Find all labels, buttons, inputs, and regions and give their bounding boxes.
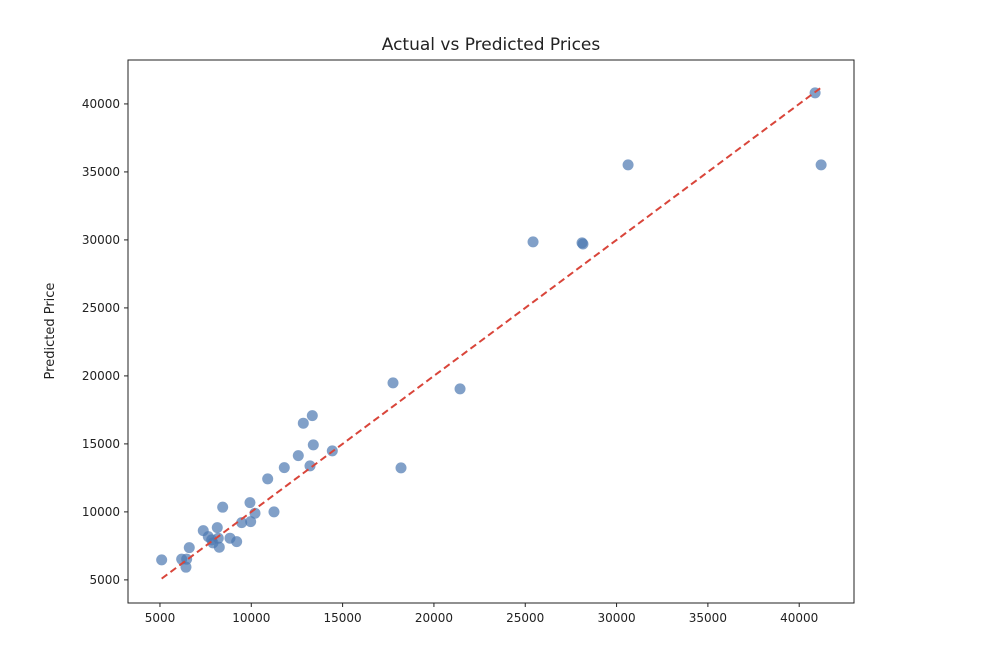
data-point (236, 517, 248, 529)
x-tick-label: 40000 (780, 611, 818, 625)
data-point (304, 460, 316, 472)
x-tick-label: 35000 (689, 611, 727, 625)
reference-line (161, 86, 822, 580)
data-point (278, 462, 290, 474)
data-point (292, 450, 304, 462)
y-tick-label: 20000 (82, 369, 120, 383)
data-point (387, 377, 399, 389)
data-point (268, 506, 280, 518)
data-point (307, 439, 319, 451)
x-tick-label: 5000 (145, 611, 176, 625)
data-point (211, 522, 223, 534)
y-tick-label: 25000 (82, 301, 120, 315)
data-point (622, 159, 634, 171)
data-point (245, 516, 257, 528)
data-point (527, 236, 539, 248)
data-point (244, 497, 256, 509)
x-tick-label: 20000 (415, 611, 453, 625)
y-tick-label: 15000 (82, 437, 120, 451)
data-point (306, 410, 318, 422)
data-point (231, 536, 243, 548)
data-point (577, 238, 589, 250)
data-point (454, 383, 466, 395)
x-tick-label: 15000 (324, 611, 362, 625)
data-point (815, 159, 827, 171)
data-point (213, 541, 225, 553)
data-point (180, 561, 192, 573)
data-point (156, 554, 168, 566)
data-point (217, 501, 229, 513)
data-point (183, 542, 195, 554)
y-tick-label: 30000 (82, 233, 120, 247)
y-tick-label: 5000 (89, 573, 120, 587)
chart-title: Actual vs Predicted Prices (382, 35, 601, 55)
data-point (262, 473, 274, 485)
data-point (395, 462, 407, 474)
data-point (212, 532, 224, 544)
y-tick-label: 35000 (82, 165, 120, 179)
y-tick-label: 40000 (82, 97, 120, 111)
data-point (297, 417, 309, 429)
x-tick-label: 10000 (232, 611, 270, 625)
x-tick-label: 30000 (597, 611, 635, 625)
y-axis-label: Predicted Price (43, 283, 58, 380)
x-tick-label: 25000 (506, 611, 544, 625)
y-tick-label: 10000 (82, 505, 120, 519)
plot-frame (127, 59, 855, 604)
